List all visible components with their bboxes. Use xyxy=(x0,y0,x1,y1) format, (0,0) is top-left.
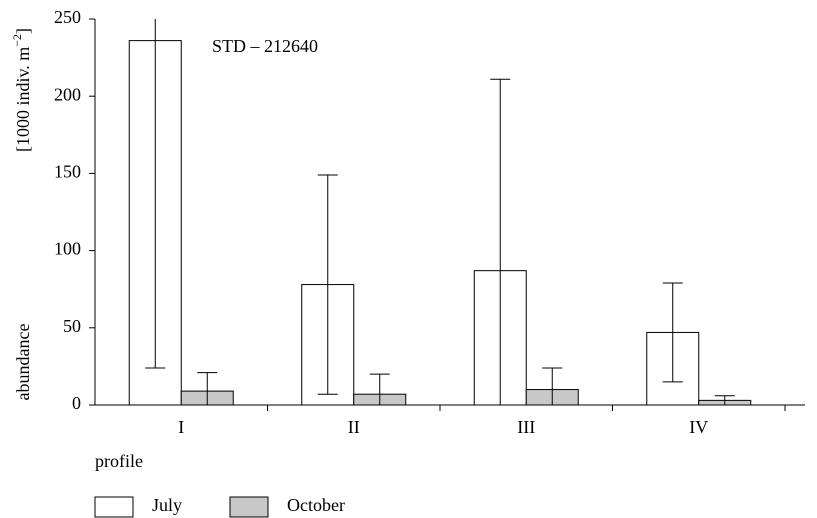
y-tick-label: 0 xyxy=(72,393,81,413)
error-bar xyxy=(317,174,338,395)
error-bar xyxy=(662,282,683,383)
y-unit: [1000 indiv. m−2] xyxy=(10,28,33,152)
legend-label: October xyxy=(287,495,345,515)
x-tick-label: III xyxy=(517,417,535,437)
error-bar xyxy=(145,19,166,369)
x-tick-label: I xyxy=(178,417,184,437)
y-unit-end: ] xyxy=(13,28,33,34)
y-tick-label: 50 xyxy=(63,316,81,336)
y-tick-label: 200 xyxy=(54,84,81,104)
y-unit-sup: −2 xyxy=(10,34,24,47)
legend-swatch xyxy=(229,496,269,518)
y-tick-label: 250 xyxy=(54,7,81,27)
x-tick-label: II xyxy=(348,417,360,437)
error-bar xyxy=(197,372,218,405)
x-label: profile xyxy=(95,451,143,471)
plot-area xyxy=(128,19,752,405)
y-unit-text: [1000 indiv. m xyxy=(13,47,33,152)
error-bar xyxy=(369,373,390,405)
x-tick-label: IV xyxy=(689,417,708,437)
error-bar xyxy=(542,367,563,405)
y-tick-label: 150 xyxy=(54,162,81,182)
error-bar xyxy=(714,395,735,405)
y-tick-label: 100 xyxy=(54,239,81,259)
legend-swatch xyxy=(94,496,134,518)
annotation: STD – 212640 xyxy=(212,36,318,56)
legend-label: July xyxy=(152,495,182,515)
y-label: abundance xyxy=(13,324,33,401)
error-bar xyxy=(490,78,511,405)
